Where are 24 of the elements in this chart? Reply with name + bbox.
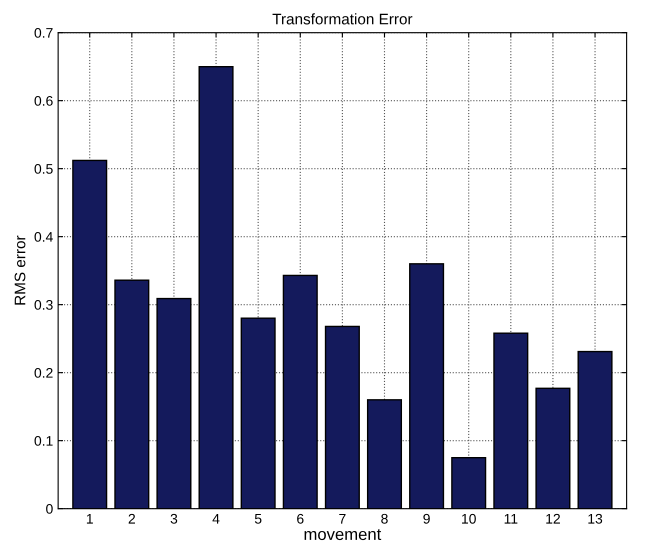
x-axis-title: movement xyxy=(304,529,382,540)
x-tick-label: 9 xyxy=(423,514,430,524)
y-tick-label: 0.6 xyxy=(34,96,53,106)
y-tick-label: 0.7 xyxy=(34,28,53,38)
y-axis-title: RMS error xyxy=(14,236,26,305)
x-tick-label: 12 xyxy=(546,514,560,524)
x-tick-label: 7 xyxy=(339,514,346,524)
x-tick-label: 11 xyxy=(504,514,518,524)
x-tick-label: 5 xyxy=(254,514,262,524)
x-tick-label: 13 xyxy=(588,514,602,524)
x-tick-label: 3 xyxy=(170,514,178,524)
y-tick-label: 0.5 xyxy=(34,164,53,174)
x-tick-label: 8 xyxy=(381,514,388,524)
x-tick-label: 4 xyxy=(212,514,220,524)
y-tick-label: 0.4 xyxy=(34,232,53,242)
y-tick-label: 0.3 xyxy=(34,300,53,310)
x-tick-label: 1 xyxy=(86,514,93,524)
y-tick-label: 0 xyxy=(46,504,53,514)
x-tick-label: 6 xyxy=(297,514,304,524)
x-tick-label: 10 xyxy=(462,514,476,524)
y-tick-label: 0.2 xyxy=(34,368,53,378)
y-tick-label: 0.1 xyxy=(34,436,53,446)
chart-title: Transformation Error xyxy=(272,13,412,24)
x-tick-label: 2 xyxy=(128,514,135,524)
